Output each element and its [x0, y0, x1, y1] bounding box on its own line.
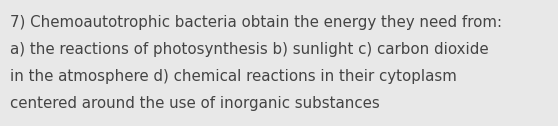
Text: 7) Chemoautotrophic bacteria obtain the energy they need from:: 7) Chemoautotrophic bacteria obtain the … [10, 15, 502, 30]
Text: in the atmosphere d) chemical reactions in their cytoplasm: in the atmosphere d) chemical reactions … [10, 69, 457, 84]
Text: centered around the use of inorganic substances: centered around the use of inorganic sub… [10, 96, 380, 111]
Text: a) the reactions of photosynthesis b) sunlight c) carbon dioxide: a) the reactions of photosynthesis b) su… [10, 42, 489, 57]
